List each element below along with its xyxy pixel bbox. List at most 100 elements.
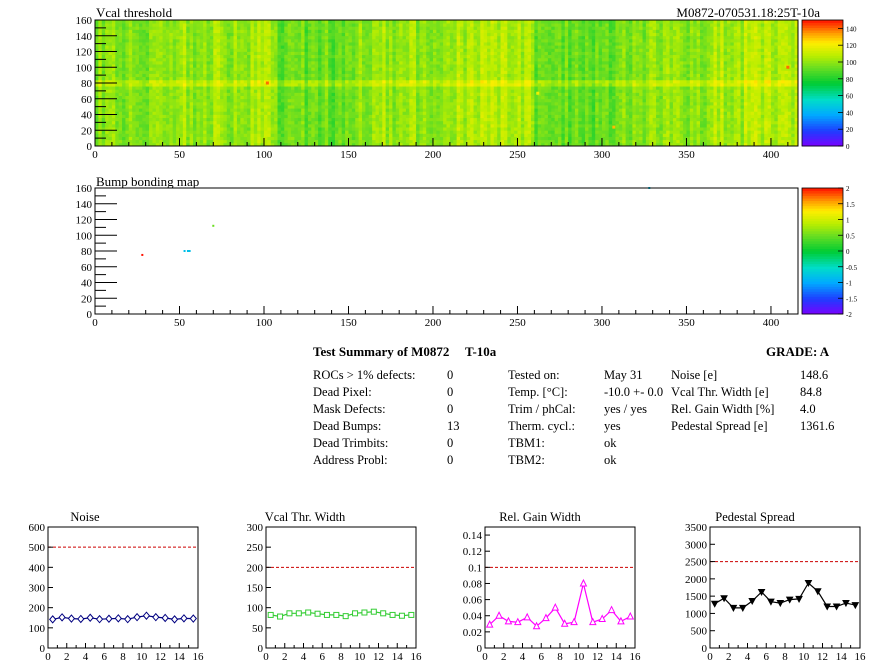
vcal-map-cell: [152, 117, 157, 122]
vcal-map-cell: [439, 111, 444, 115]
vcal-map-cell: [365, 20, 370, 24]
vcal-map-cell: [324, 51, 329, 56]
vcal-map-cell: [416, 29, 420, 33]
vcal-map-cell: [311, 42, 316, 46]
vcal-map-cell: [226, 139, 231, 144]
vcal-map-cell: [274, 136, 278, 141]
vcal-map-cell: [257, 60, 262, 65]
vcal-map-cell: [230, 57, 234, 62]
vcal-map-cell: [358, 111, 363, 115]
vcal-map-cell: [274, 29, 278, 33]
vcal-map-cell: [473, 130, 478, 134]
vcal-map-cell: [145, 51, 150, 56]
vcal-map-cell: [392, 114, 397, 119]
vcal-map-cell: [510, 54, 515, 59]
vcal-map-cell: [389, 32, 393, 37]
vcal-map-cell: [328, 51, 332, 56]
vcal-map-cell: [149, 60, 153, 65]
vcal-map-cell: [253, 108, 258, 112]
vcal-map-cell: [240, 98, 245, 103]
vcal-map-cell: [436, 108, 441, 112]
vcal-map-cell: [118, 29, 123, 33]
vcal-map-cell: [223, 123, 228, 128]
vcal-map-cell: [152, 35, 157, 40]
vcal-map-cell: [243, 142, 248, 147]
vcal-map-cell: [365, 117, 370, 122]
vcal-map-cell: [301, 95, 305, 100]
vcal-map-cell: [351, 83, 356, 87]
vcal-map-cell: [426, 67, 430, 71]
vcal-map-cell: [446, 95, 451, 100]
vcal-map-cell: [284, 51, 289, 56]
vcal-map-cell: [449, 54, 454, 59]
vcal-map-cell: [355, 117, 360, 122]
vcal-map-cell: [260, 26, 265, 30]
vcal-map-cell: [399, 48, 403, 52]
vcal-map-cell: [101, 38, 106, 43]
vcal-map-cell: [338, 35, 343, 40]
vcal-map-cell: [243, 123, 248, 128]
vcal-map-cell: [514, 54, 518, 59]
vcal-map-cell: [193, 101, 197, 106]
vcal-map-cell: [412, 20, 417, 24]
vcal-map-cell: [368, 38, 373, 43]
vcal-map-cell: [297, 64, 302, 68]
vcal-map-cell: [460, 111, 464, 115]
vcal-map-cell: [118, 83, 123, 87]
vcal-map-cell: [138, 76, 143, 81]
vcal-map-cell: [270, 120, 275, 125]
vcal-map-cell: [480, 123, 485, 128]
vcal-map-cell: [362, 139, 366, 144]
vcal-map-cell: [253, 95, 258, 100]
vcal-map-cell: [196, 73, 201, 78]
vcal-map-cell: [145, 127, 150, 131]
vcal-map-cell: [331, 111, 336, 115]
vcal-map-cell: [432, 120, 437, 125]
vcal-map-cell: [348, 86, 353, 90]
vcal-map-cell: [358, 23, 363, 27]
vcal-map-cell: [416, 73, 420, 78]
vcal-map-cell: [253, 98, 258, 103]
vcal-map-cell: [453, 127, 458, 131]
vcal-map-cell: [294, 86, 299, 90]
vcal-map-cell: [432, 95, 437, 100]
vcal-map-cell: [162, 29, 167, 33]
vcal-map-cell: [473, 73, 478, 78]
vcal-map-cell: [392, 32, 397, 37]
vcal-map-cell: [297, 108, 302, 112]
vcal-map-cell: [193, 79, 197, 84]
vcal-map-cell: [422, 108, 427, 112]
vcal-map-cell: [108, 136, 113, 141]
vcal-map-cell: [510, 117, 515, 122]
vcal-map-cell: [466, 70, 471, 74]
vcal-map-cell: [480, 38, 485, 43]
vcal-map-cell: [324, 108, 329, 112]
vcal-map-cell: [304, 38, 309, 43]
vcal-map-cell: [446, 45, 451, 49]
vcal-map-cell: [432, 123, 437, 128]
vcal-map-cell: [162, 86, 167, 90]
vcal-map-cell: [274, 42, 278, 46]
vcal-map-cell: [483, 123, 488, 128]
vcal-map-cell: [449, 98, 454, 103]
vcal-map-cell: [493, 136, 498, 141]
vcal-map-cell: [267, 64, 272, 68]
vcal-map-cell: [328, 108, 332, 112]
vcal-map-cell: [429, 73, 434, 78]
vcal-map-cell: [111, 120, 116, 125]
vcal-map-cell: [287, 130, 292, 134]
vcal-map-cell: [209, 108, 214, 112]
vcal-map-cell: [182, 79, 187, 84]
vcal-map-cell: [108, 92, 113, 96]
vcal-map-cell: [111, 98, 116, 103]
vcal-map-cell: [297, 45, 302, 49]
vcal-map-cell: [341, 48, 346, 52]
vcal-map-cell: [307, 45, 312, 49]
vcal-map-cell: [466, 101, 471, 106]
vcal-map-cell: [453, 130, 458, 134]
vcal-map-cell: [159, 23, 163, 27]
vcal-map-cell: [409, 70, 414, 74]
vcal-map-cell: [253, 133, 258, 137]
vcal-map-cell: [223, 142, 228, 147]
vcal-map-cell: [365, 29, 370, 33]
